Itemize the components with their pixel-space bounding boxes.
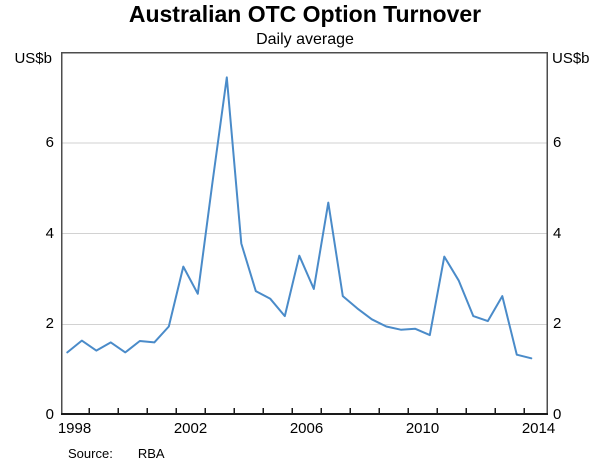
y-unit-label-right: US$b [552, 50, 590, 67]
y-axis-label-left: 0 [45, 406, 54, 423]
y-axis-label-right: 2 [553, 315, 562, 333]
x-axis-label: 2006 [289, 420, 324, 437]
data-line [66, 76, 533, 360]
source-label: Source: [68, 446, 113, 461]
x-axis-label: 2010 [405, 420, 440, 437]
y-axis-label-left: 4 [45, 224, 54, 242]
y-unit-label-left: US$b [14, 50, 52, 67]
y-axis-label-right: 4 [553, 224, 562, 242]
y-axis-label-left: 2 [45, 315, 54, 333]
y-axis-label-right: 0 [553, 406, 562, 423]
y-axis-label-right: 6 [553, 133, 562, 151]
x-axis-label: 2014 [521, 420, 556, 437]
y-axis-label-left: 6 [45, 133, 54, 151]
source-value: RBA [137, 446, 165, 461]
chart-subtitle: Daily average [256, 31, 354, 48]
turnover-line-chart [61, 52, 548, 415]
x-axis-label: 1998 [57, 420, 92, 437]
chart-title: Australian OTC Option Turnover [128, 1, 482, 27]
x-axis-label: 2002 [173, 420, 208, 437]
source-line: Source: RBA [68, 446, 165, 461]
